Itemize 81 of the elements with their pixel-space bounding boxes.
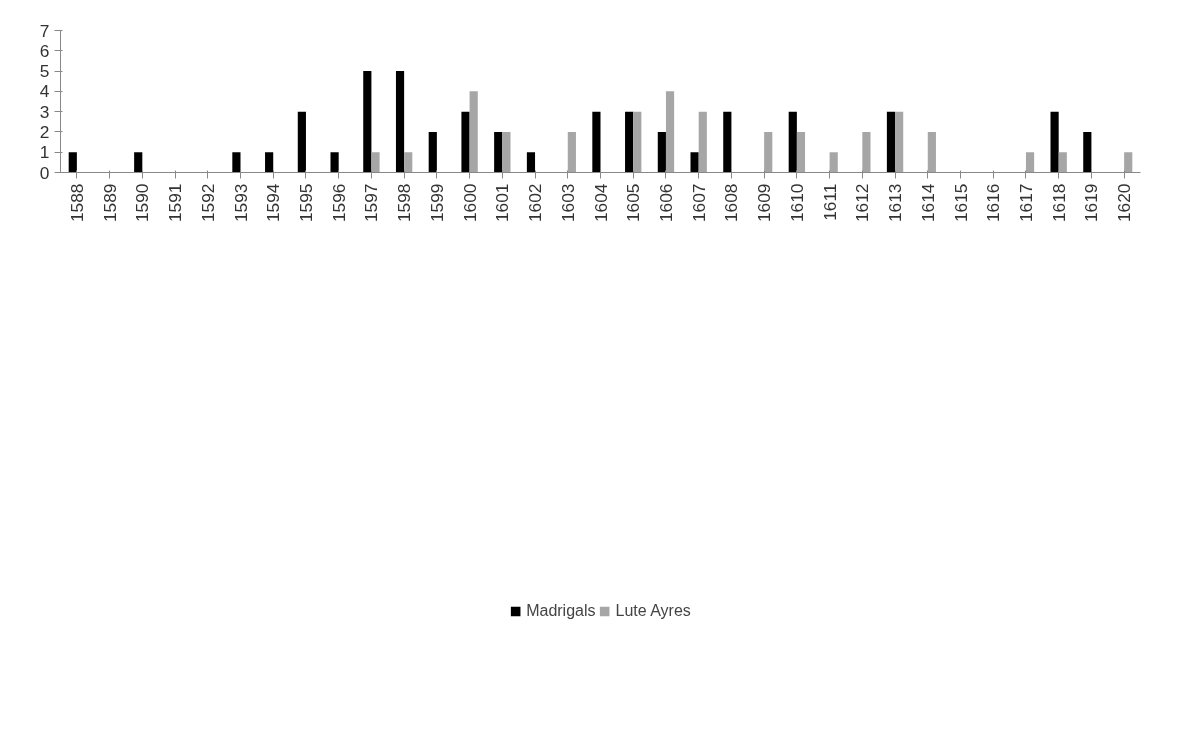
- bar: [723, 111, 732, 173]
- x-tick-label: 1599: [426, 183, 447, 223]
- x-tick-label: 1604: [590, 183, 611, 223]
- x-tick-label: 1591: [165, 183, 186, 223]
- bar: [895, 111, 904, 173]
- x-tick-label: 1596: [328, 183, 349, 223]
- bar: [657, 131, 666, 173]
- x-tick-label: 1602: [525, 183, 546, 223]
- bar: [1025, 152, 1035, 173]
- bar: [395, 71, 405, 173]
- x-tick-label: 1590: [132, 183, 153, 223]
- bar: [494, 131, 503, 173]
- x-tick-label: 1601: [492, 183, 513, 223]
- legend-label: Lute Ayres: [615, 601, 691, 620]
- x-tick-label: 1588: [66, 183, 87, 223]
- x-tick-label: 1614: [917, 183, 938, 223]
- bar: [330, 152, 339, 173]
- bar: [625, 111, 634, 173]
- x-tick-label: 1606: [655, 183, 676, 223]
- bar: [134, 152, 143, 173]
- bar: [1083, 131, 1092, 173]
- bar: [665, 91, 675, 173]
- bar: [469, 91, 478, 173]
- y-tick-label: 1: [39, 142, 50, 163]
- bar: [592, 111, 601, 173]
- bar: [1058, 152, 1067, 173]
- x-tick-label: 1616: [983, 183, 1004, 223]
- bar: [68, 152, 77, 173]
- x-tick-label: 1615: [950, 183, 971, 223]
- bar: [428, 131, 437, 173]
- bar: [886, 111, 896, 173]
- bar: [232, 152, 241, 173]
- bar: [371, 152, 380, 173]
- bar: [1124, 152, 1133, 173]
- x-tick-label: 1605: [623, 183, 644, 223]
- bar: [526, 152, 536, 173]
- bar: [265, 152, 274, 173]
- y-tick-label: 0: [39, 162, 50, 183]
- bar: [1050, 111, 1059, 173]
- x-tick-label: 1611: [819, 183, 840, 221]
- x-tick-label: 1619: [1081, 183, 1102, 223]
- bar: [690, 152, 699, 173]
- x-tick-label: 1603: [557, 183, 578, 223]
- y-tick-label: 5: [39, 61, 50, 82]
- x-tick-label: 1608: [721, 183, 742, 223]
- x-tick-label: 1592: [197, 183, 218, 223]
- bar: [567, 131, 576, 173]
- bar: [698, 111, 707, 173]
- x-tick-label: 1609: [754, 183, 775, 223]
- y-tick-label: 7: [39, 20, 50, 41]
- bar: [404, 152, 413, 173]
- x-tick-label: 1600: [459, 183, 480, 223]
- bar: [461, 111, 470, 173]
- x-tick-label: 1593: [230, 183, 251, 223]
- x-tick-label: 1607: [688, 183, 709, 223]
- y-tick-label: 3: [39, 101, 50, 122]
- bar: [502, 131, 511, 173]
- legend-label: Madrigals: [526, 601, 596, 620]
- x-tick-label: 1612: [852, 183, 873, 223]
- x-tick-label: 1613: [885, 183, 906, 223]
- bar: [829, 152, 838, 173]
- bar: [788, 111, 797, 173]
- x-tick-label: 1597: [361, 183, 382, 223]
- x-tick-label: 1610: [786, 183, 807, 223]
- x-tick-label: 1598: [394, 183, 415, 223]
- x-tick-label: 1594: [263, 183, 284, 223]
- bar: [796, 131, 806, 173]
- bar: [363, 71, 372, 173]
- y-tick-label: 6: [39, 40, 50, 61]
- y-tick-label: 4: [39, 81, 50, 102]
- bar: [633, 111, 642, 173]
- y-tick-label: 2: [39, 121, 50, 142]
- x-tick-label: 1620: [1114, 183, 1135, 223]
- x-tick-label: 1617: [1015, 183, 1036, 223]
- bar: [764, 131, 773, 173]
- x-tick-label: 1618: [1048, 183, 1069, 223]
- bar: [927, 131, 936, 173]
- x-tick-label: 1595: [295, 183, 316, 223]
- x-tick-label: 1589: [99, 183, 120, 223]
- bar: [862, 131, 871, 173]
- bar: [297, 111, 306, 173]
